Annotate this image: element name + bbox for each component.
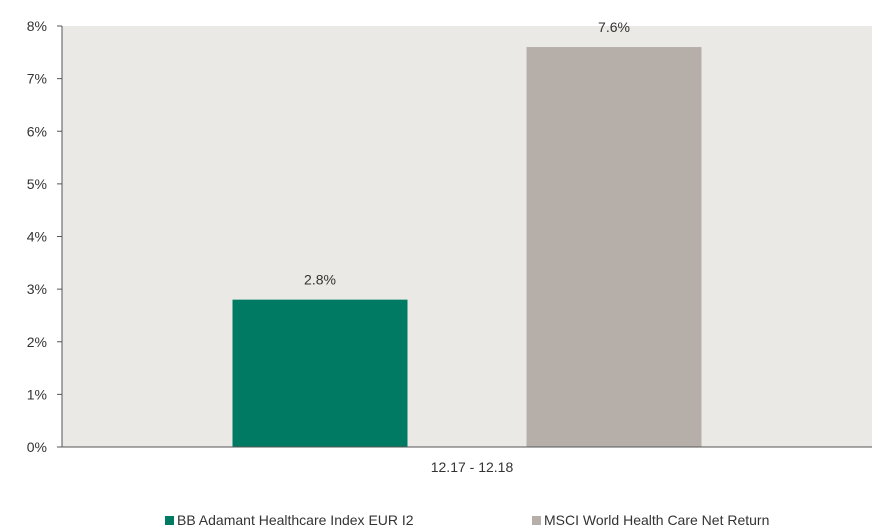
legend-swatch-bb-adamant — [165, 515, 174, 525]
y-tick-label: 6% — [27, 123, 47, 139]
y-tick-label: 2% — [27, 334, 47, 350]
y-tick-label: 3% — [27, 281, 47, 297]
bar-bb-adamant — [232, 299, 408, 447]
data-label-msci-world: 7.6% — [598, 19, 630, 35]
legend-label-msci-world: MSCI World Health Care Net Return — [544, 512, 770, 528]
y-tick-label: 4% — [27, 229, 47, 245]
bars: 2.8% 7.6% — [232, 19, 702, 448]
bar-msci-world — [526, 47, 702, 448]
y-tick-label: 1% — [27, 386, 47, 402]
plot-background — [62, 26, 872, 447]
y-tick-label: 0% — [27, 439, 47, 455]
y-tick-label: 7% — [27, 71, 47, 87]
x-tick-label: 12.17 - 12.18 — [431, 459, 514, 475]
legend-item-bb-adamant: BB Adamant Healthcare Index EUR I2 — [165, 512, 414, 528]
x-axis: 12.17 - 12.18 — [62, 446, 872, 475]
y-tick-label: 8% — [27, 18, 47, 34]
legend-label-bb-adamant: BB Adamant Healthcare Index EUR I2 — [177, 512, 414, 528]
data-label-bb-adamant: 2.8% — [304, 272, 336, 288]
chart-plot: 0% 1% 2% 3% 4% 5% 6% 7% 8% 2.8% 7.6% 12.17 - 12.1… — [27, 18, 872, 475]
legend-swatch-msci-world — [532, 515, 541, 525]
legend: BB Adamant Healthcare Index EUR I2 MSCI … — [0, 512, 872, 529]
y-tick-label: 5% — [27, 176, 47, 192]
y-axis: 0% 1% 2% 3% 4% 5% 6% 7% 8% — [27, 18, 63, 455]
legend-item-msci-world: MSCI World Health Care Net Return — [532, 512, 769, 528]
